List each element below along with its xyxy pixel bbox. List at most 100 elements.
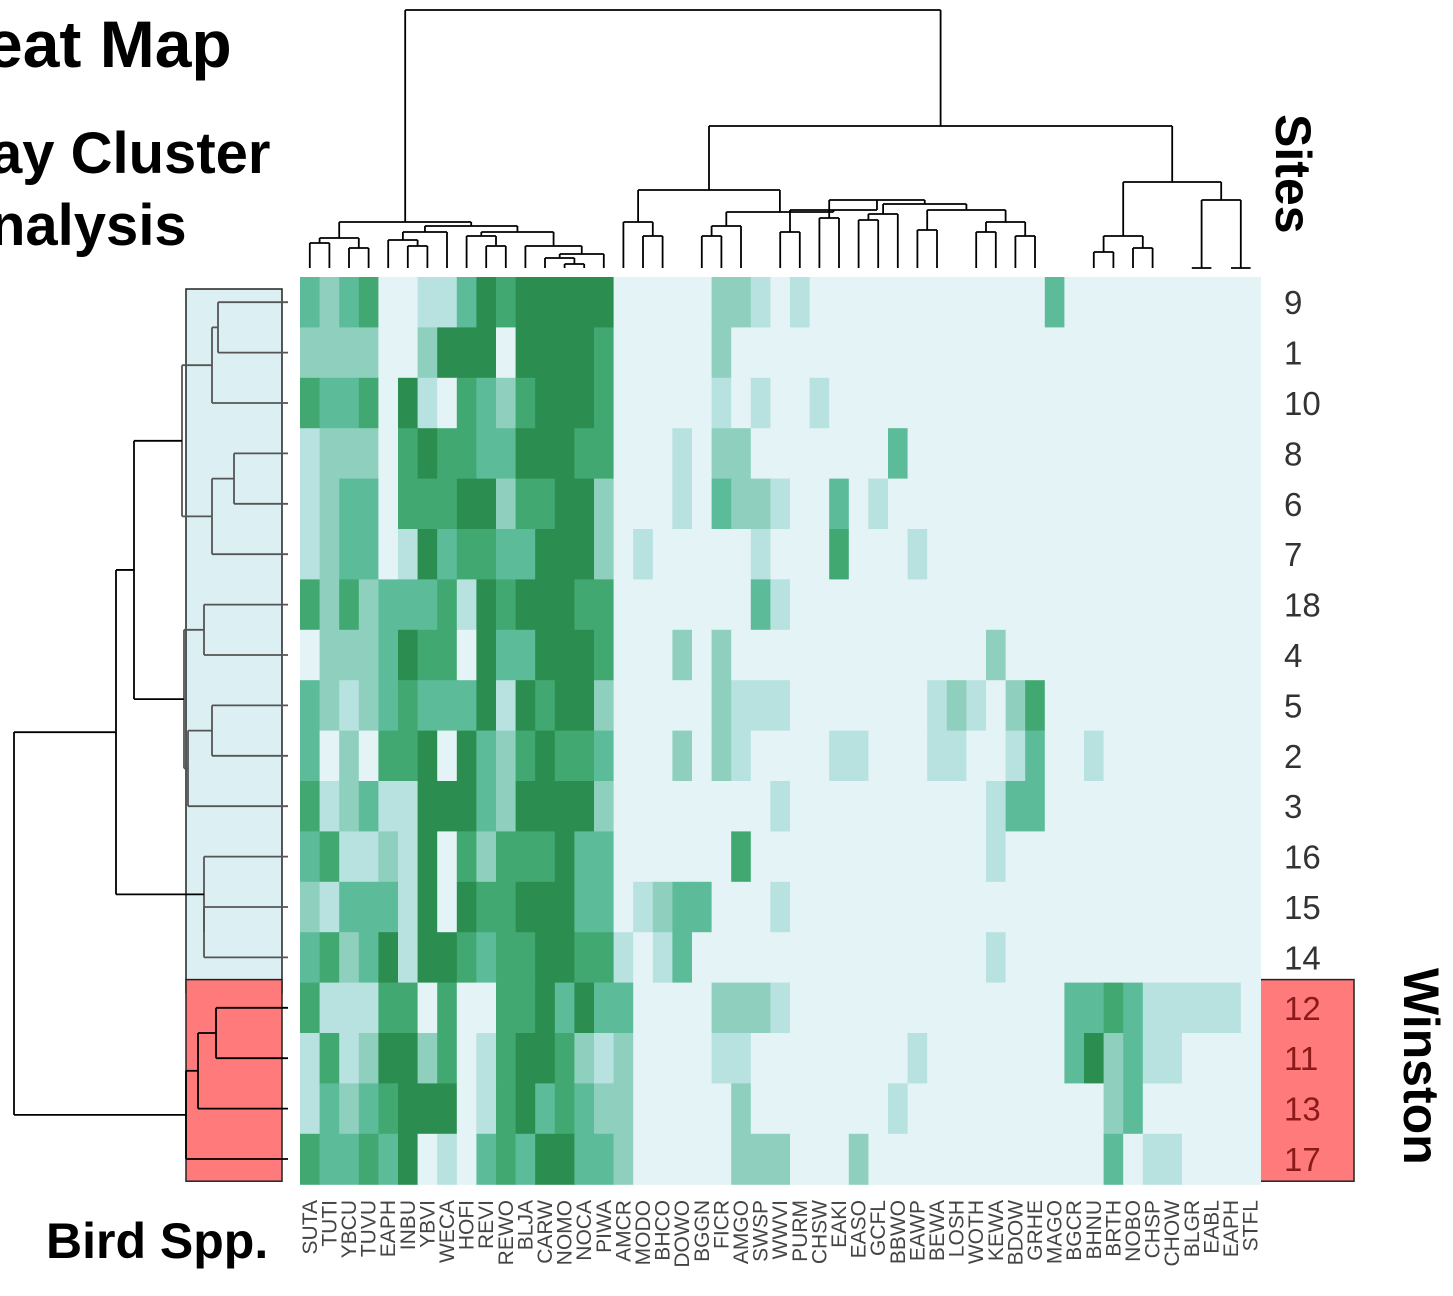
heatmap-cell: [613, 1083, 634, 1135]
heatmap-cell: [1182, 730, 1203, 782]
heatmap-cell: [652, 1083, 673, 1135]
heatmap-cell: [613, 1033, 634, 1084]
heatmap-cell: [339, 982, 360, 1034]
heatmap-cell: [496, 831, 517, 883]
heatmap-cell: [574, 327, 595, 379]
column-label-species: NOBO: [1122, 1200, 1145, 1262]
column-label-species: EAKI: [828, 1200, 851, 1248]
heatmap-cell: [848, 1083, 869, 1135]
heatmap-cell: [358, 529, 379, 580]
heatmap-cell: [1103, 1033, 1124, 1084]
heatmap-cell: [300, 579, 321, 631]
heatmap-cell: [1005, 730, 1026, 782]
heatmap-cell: [731, 529, 752, 580]
heatmap-cell: [868, 680, 889, 732]
heatmap-cell: [1123, 579, 1144, 631]
heatmap-cell: [731, 377, 752, 429]
heatmap-cell: [1025, 428, 1046, 480]
heatmap-cell: [594, 629, 615, 681]
heatmap-cell: [1064, 881, 1085, 933]
heatmap-cell: [319, 730, 340, 782]
heatmap-cell: [790, 428, 811, 480]
heatmap-cell: [437, 428, 458, 480]
heatmap-cell: [652, 529, 673, 580]
row-label-site: 2: [1284, 738, 1302, 775]
heatmap-cell: [633, 579, 654, 631]
column-label-species: BLGR: [1181, 1200, 1204, 1257]
heatmap-cell: [574, 680, 595, 732]
heatmap-cell: [1201, 428, 1222, 480]
heatmap-cell: [456, 831, 477, 883]
heatmap-cell: [829, 1133, 850, 1185]
heatmap-cell: [809, 377, 830, 429]
heatmap-cell: [1162, 277, 1183, 328]
chart-title-line-2: ay Cluster: [0, 121, 271, 186]
column-label-species: GRHE: [1024, 1200, 1047, 1261]
heatmap-cell: [437, 1133, 458, 1185]
heatmap-cell: [633, 680, 654, 732]
column-label-species: STFL: [1240, 1200, 1263, 1251]
heatmap-cell: [750, 579, 771, 631]
heatmap-cell: [1005, 377, 1026, 429]
heatmap-cell: [692, 881, 713, 933]
heatmap-cell: [966, 277, 987, 328]
heatmap-cell: [339, 781, 360, 832]
heatmap-cell: [986, 529, 1007, 580]
heatmap-cell: [1005, 680, 1026, 732]
heatmap-cell: [1025, 982, 1046, 1034]
heatmap-cell: [594, 377, 615, 429]
heatmap-cell: [652, 428, 673, 480]
heatmap-cell: [986, 277, 1007, 328]
heatmap-cell: [868, 579, 889, 631]
heatmap-cell: [496, 781, 517, 832]
heatmap-cell: [848, 579, 869, 631]
heatmap-cell: [437, 277, 458, 328]
heatmap-cell: [652, 1133, 673, 1185]
heatmap-cell: [417, 579, 438, 631]
heatmap-cell: [574, 932, 595, 984]
heatmap-cell: [829, 579, 850, 631]
heatmap-cell: [574, 629, 595, 681]
heatmap-cell: [750, 428, 771, 480]
heatmap-cell: [554, 277, 575, 328]
heatmap-cell: [319, 478, 340, 530]
heatmap-cell: [927, 377, 948, 429]
heatmap-cell: [417, 982, 438, 1034]
heatmap-cell: [574, 881, 595, 933]
row-label-site: 7: [1284, 536, 1302, 573]
heatmap-cell: [966, 781, 987, 832]
heatmap-cell: [986, 478, 1007, 530]
heatmap-cell: [1142, 377, 1163, 429]
column-label-species: CHSW: [808, 1200, 831, 1264]
heatmap-cell: [809, 730, 830, 782]
heatmap-cell: [1182, 932, 1203, 984]
heatmap-cell: [731, 277, 752, 328]
heatmap-cell: [1162, 1033, 1183, 1084]
heatmap-cell: [613, 781, 634, 832]
heatmap-cell: [358, 730, 379, 782]
heatmap-cell: [907, 982, 928, 1034]
heatmap-cell: [692, 781, 713, 832]
heatmap-cell: [750, 982, 771, 1034]
heatmap-cell: [907, 529, 928, 580]
heatmap-cell: [398, 1083, 419, 1135]
heatmap-cell: [1005, 327, 1026, 379]
heatmap-cell: [809, 478, 830, 530]
heatmap-cell: [574, 277, 595, 328]
heatmap-cell: [1103, 1133, 1124, 1185]
heatmap-cell: [476, 932, 497, 984]
heatmap-cell: [1123, 377, 1144, 429]
heatmap-cell: [476, 881, 497, 933]
heatmap-cell: [672, 881, 693, 933]
heatmap-cell: [809, 277, 830, 328]
heatmap-cell: [907, 881, 928, 933]
heatmap-cell: [907, 680, 928, 732]
heatmap-cell: [1084, 529, 1105, 580]
heatmap-cell: [1025, 1033, 1046, 1084]
heatmap-cell: [1142, 579, 1163, 631]
heatmap-cell: [417, 881, 438, 933]
heatmap-cell: [1064, 932, 1085, 984]
heatmap-cell: [672, 781, 693, 832]
heatmap-cell: [633, 1083, 654, 1135]
heatmap-cell: [1103, 327, 1124, 379]
